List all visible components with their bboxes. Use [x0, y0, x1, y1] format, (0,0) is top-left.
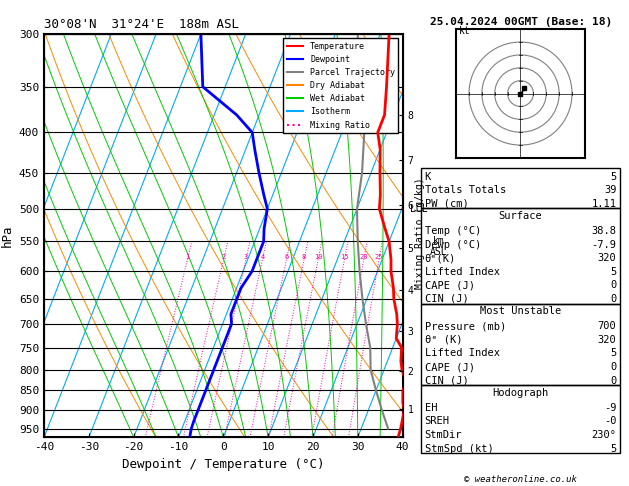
- Text: PW (cm): PW (cm): [425, 199, 469, 208]
- Text: 30°08'N  31°24'E  188m ASL: 30°08'N 31°24'E 188m ASL: [44, 18, 239, 32]
- Text: 25.04.2024 00GMT (Base: 18): 25.04.2024 00GMT (Base: 18): [430, 17, 612, 27]
- Text: Pressure (mb): Pressure (mb): [425, 321, 506, 331]
- Text: 0: 0: [610, 376, 616, 385]
- Text: 700: 700: [598, 321, 616, 331]
- Text: 10: 10: [314, 254, 323, 260]
- X-axis label: Dewpoint / Temperature (°C): Dewpoint / Temperature (°C): [122, 458, 325, 471]
- Text: -0: -0: [604, 417, 616, 426]
- Text: 230°: 230°: [591, 430, 616, 440]
- Text: Lifted Index: Lifted Index: [425, 267, 499, 277]
- Text: 4: 4: [260, 254, 265, 260]
- Text: CAPE (J): CAPE (J): [425, 362, 474, 372]
- Text: 0: 0: [610, 280, 616, 290]
- Text: Surface: Surface: [499, 211, 542, 221]
- Text: 5: 5: [610, 172, 616, 181]
- Text: LCL: LCL: [409, 204, 427, 214]
- Text: 25: 25: [375, 254, 383, 260]
- Text: Lifted Index: Lifted Index: [425, 348, 499, 358]
- Text: © weatheronline.co.uk: © weatheronline.co.uk: [464, 474, 577, 484]
- Text: 20: 20: [360, 254, 368, 260]
- Text: CIN (J): CIN (J): [425, 376, 469, 385]
- Text: Totals Totals: Totals Totals: [425, 185, 506, 195]
- Text: 3: 3: [244, 254, 248, 260]
- Text: 5: 5: [610, 348, 616, 358]
- Text: 8: 8: [302, 254, 306, 260]
- Text: K: K: [425, 172, 431, 181]
- Text: Temp (°C): Temp (°C): [425, 226, 481, 236]
- Text: CIN (J): CIN (J): [425, 294, 469, 304]
- Text: 1.11: 1.11: [591, 199, 616, 208]
- Text: Mixing Ratio (g/kg): Mixing Ratio (g/kg): [415, 177, 425, 289]
- Text: kt: kt: [459, 26, 470, 36]
- Text: 2: 2: [221, 254, 226, 260]
- Text: EH: EH: [425, 403, 437, 413]
- Text: 5: 5: [610, 444, 616, 453]
- Text: 15: 15: [340, 254, 348, 260]
- Text: StmDir: StmDir: [425, 430, 462, 440]
- Text: Dewp (°C): Dewp (°C): [425, 240, 481, 249]
- Text: Most Unstable: Most Unstable: [480, 306, 561, 316]
- Text: 320: 320: [598, 253, 616, 263]
- Text: 1: 1: [186, 254, 189, 260]
- Text: 0: 0: [610, 294, 616, 304]
- Y-axis label: km
ASL: km ASL: [430, 236, 447, 257]
- Text: 39: 39: [604, 185, 616, 195]
- Text: StmSpd (kt): StmSpd (kt): [425, 444, 493, 453]
- Text: 6: 6: [284, 254, 289, 260]
- Text: SREH: SREH: [425, 417, 450, 426]
- Text: -9: -9: [604, 403, 616, 413]
- Text: Hodograph: Hodograph: [493, 388, 548, 398]
- Legend: Temperature, Dewpoint, Parcel Trajectory, Dry Adiabat, Wet Adiabat, Isotherm, Mi: Temperature, Dewpoint, Parcel Trajectory…: [284, 38, 398, 133]
- Text: -7.9: -7.9: [591, 240, 616, 249]
- Text: θᵉ(K): θᵉ(K): [425, 253, 456, 263]
- Text: 38.8: 38.8: [591, 226, 616, 236]
- Y-axis label: hPa: hPa: [1, 225, 13, 247]
- Text: θᵉ (K): θᵉ (K): [425, 335, 462, 345]
- Text: 0: 0: [610, 362, 616, 372]
- Text: 5: 5: [610, 267, 616, 277]
- Text: CAPE (J): CAPE (J): [425, 280, 474, 290]
- Text: 320: 320: [598, 335, 616, 345]
